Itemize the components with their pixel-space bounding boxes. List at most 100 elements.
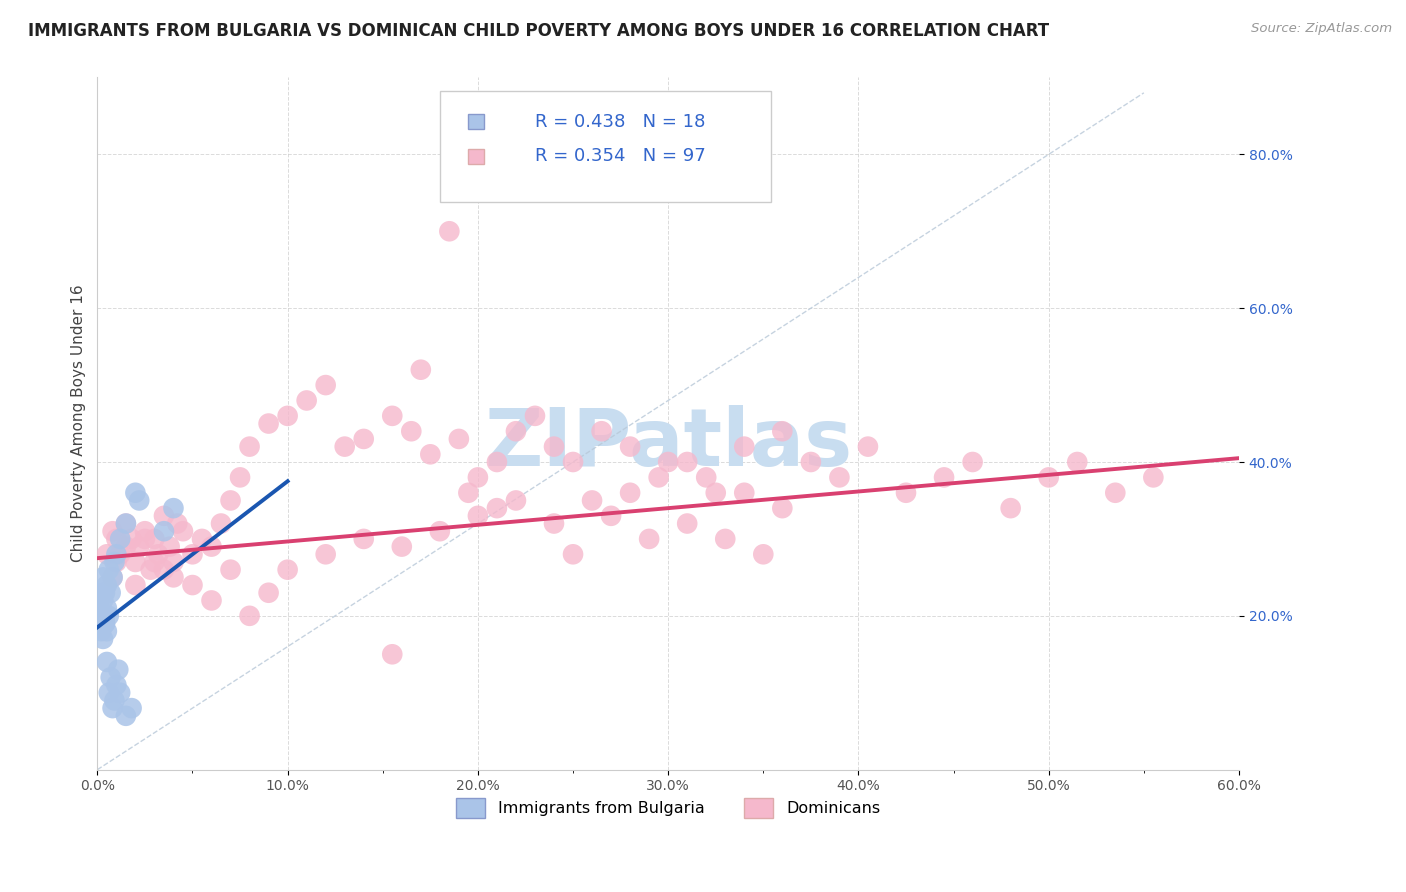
Point <box>695 470 717 484</box>
Point <box>733 485 755 500</box>
Point <box>181 578 204 592</box>
Point <box>1142 470 1164 484</box>
Point <box>409 362 432 376</box>
Point <box>333 440 356 454</box>
FancyBboxPatch shape <box>440 91 770 202</box>
Point <box>172 524 194 539</box>
Point <box>562 455 585 469</box>
Point <box>96 624 118 639</box>
Point <box>638 532 661 546</box>
Point <box>128 493 150 508</box>
Point <box>200 540 222 554</box>
Point <box>143 555 166 569</box>
Point <box>543 440 565 454</box>
Point <box>101 570 124 584</box>
Point <box>657 455 679 469</box>
Point <box>96 655 118 669</box>
Point <box>277 563 299 577</box>
Point <box>353 532 375 546</box>
Point <box>96 578 118 592</box>
Point <box>401 424 423 438</box>
Point <box>457 485 479 500</box>
Text: Source: ZipAtlas.com: Source: ZipAtlas.com <box>1251 22 1392 36</box>
Point <box>752 547 775 561</box>
Point <box>239 440 262 454</box>
Point <box>139 563 162 577</box>
Point <box>107 663 129 677</box>
Point <box>91 632 114 646</box>
Point <box>543 516 565 531</box>
Point <box>704 485 727 500</box>
Point <box>153 524 176 539</box>
Point <box>101 524 124 539</box>
Text: IMMIGRANTS FROM BULGARIA VS DOMINICAN CHILD POVERTY AMONG BOYS UNDER 16 CORRELAT: IMMIGRANTS FROM BULGARIA VS DOMINICAN CH… <box>28 22 1049 40</box>
Point <box>100 586 122 600</box>
Point <box>89 593 111 607</box>
Point <box>600 508 623 523</box>
Point <box>101 701 124 715</box>
Point <box>277 409 299 423</box>
Point <box>467 508 489 523</box>
Point <box>447 432 470 446</box>
Point <box>96 601 118 615</box>
Point <box>97 608 120 623</box>
FancyBboxPatch shape <box>468 114 484 129</box>
Point <box>162 570 184 584</box>
Point <box>91 593 114 607</box>
Point <box>108 547 131 561</box>
Point <box>115 708 138 723</box>
Point <box>105 678 128 692</box>
Point <box>315 547 337 561</box>
FancyBboxPatch shape <box>468 149 484 164</box>
Point <box>97 686 120 700</box>
Point <box>353 432 375 446</box>
Point <box>134 532 156 546</box>
Point <box>209 516 232 531</box>
Point <box>219 563 242 577</box>
Point <box>733 440 755 454</box>
Point <box>124 485 146 500</box>
Point <box>115 516 138 531</box>
Point <box>239 608 262 623</box>
Y-axis label: Child Poverty Among Boys Under 16: Child Poverty Among Boys Under 16 <box>72 285 86 562</box>
Point <box>485 455 508 469</box>
Point <box>90 624 112 639</box>
Point <box>505 493 527 508</box>
Point <box>1066 455 1088 469</box>
Point <box>381 648 404 662</box>
Point <box>391 540 413 554</box>
Point <box>523 409 546 423</box>
Point <box>856 440 879 454</box>
Point <box>94 616 117 631</box>
Point <box>1000 501 1022 516</box>
Point <box>90 608 112 623</box>
Point <box>647 470 669 484</box>
Text: ZIPatlas: ZIPatlas <box>484 405 852 483</box>
Point <box>121 532 143 546</box>
Point <box>1104 485 1126 500</box>
Point <box>591 424 613 438</box>
Point <box>153 563 176 577</box>
Point <box>619 485 641 500</box>
Point <box>219 493 242 508</box>
Point <box>562 547 585 561</box>
Point <box>128 540 150 554</box>
Point <box>124 578 146 592</box>
Point <box>100 670 122 684</box>
Point <box>115 540 138 554</box>
Point <box>295 393 318 408</box>
Point <box>1038 470 1060 484</box>
Point <box>770 424 793 438</box>
Point <box>105 532 128 546</box>
Point <box>505 424 527 438</box>
Point <box>181 547 204 561</box>
Point <box>94 586 117 600</box>
Point <box>429 524 451 539</box>
Point <box>619 440 641 454</box>
Point <box>676 516 699 531</box>
Point <box>800 455 823 469</box>
Point <box>381 409 404 423</box>
Legend: Immigrants from Bulgaria, Dominicans: Immigrants from Bulgaria, Dominicans <box>450 792 887 824</box>
Point <box>257 586 280 600</box>
Point <box>676 455 699 469</box>
